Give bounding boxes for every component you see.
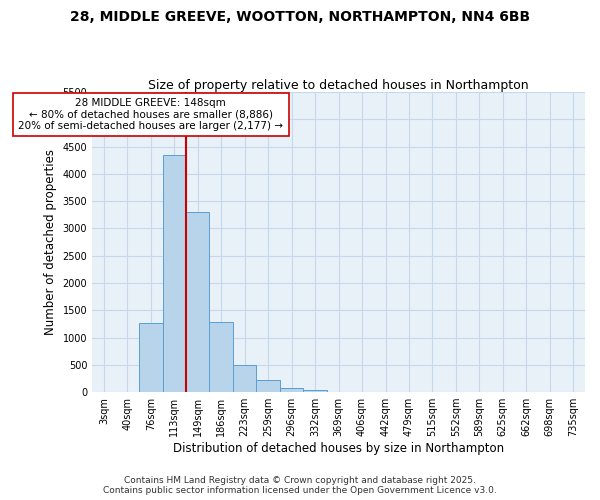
Bar: [139, 324, 163, 392]
Bar: [304, 390, 327, 392]
Bar: [256, 380, 280, 392]
X-axis label: Distribution of detached houses by size in Northampton: Distribution of detached houses by size …: [173, 442, 504, 455]
Bar: [233, 365, 256, 392]
Y-axis label: Number of detached properties: Number of detached properties: [44, 149, 57, 335]
Text: Contains HM Land Registry data © Crown copyright and database right 2025.
Contai: Contains HM Land Registry data © Crown c…: [103, 476, 497, 495]
Bar: [209, 322, 233, 392]
Text: 28, MIDDLE GREEVE, WOOTTON, NORTHAMPTON, NN4 6BB: 28, MIDDLE GREEVE, WOOTTON, NORTHAMPTON,…: [70, 10, 530, 24]
Bar: [186, 212, 209, 392]
Bar: [163, 154, 186, 392]
Text: 28 MIDDLE GREEVE: 148sqm
← 80% of detached houses are smaller (8,886)
20% of sem: 28 MIDDLE GREEVE: 148sqm ← 80% of detach…: [19, 98, 283, 131]
Bar: [280, 388, 304, 392]
Title: Size of property relative to detached houses in Northampton: Size of property relative to detached ho…: [148, 79, 529, 92]
